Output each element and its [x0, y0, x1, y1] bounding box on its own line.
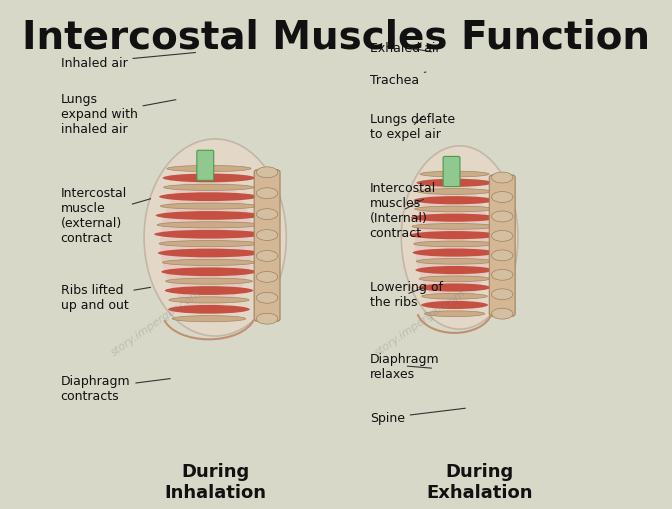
- Ellipse shape: [257, 272, 278, 282]
- Ellipse shape: [257, 314, 278, 324]
- Text: Intercostal
muscle
(external)
contract: Intercostal muscle (external) contract: [60, 187, 151, 245]
- Ellipse shape: [491, 308, 513, 320]
- Ellipse shape: [422, 294, 487, 299]
- Ellipse shape: [420, 172, 489, 178]
- Text: story.impergar.com: story.impergar.com: [373, 287, 468, 357]
- Text: Trachea: Trachea: [370, 73, 426, 87]
- Ellipse shape: [167, 166, 251, 172]
- Text: Intercostal Muscles Function: Intercostal Muscles Function: [22, 19, 650, 56]
- Ellipse shape: [159, 193, 259, 202]
- Ellipse shape: [417, 259, 493, 265]
- Text: Lungs
expand with
inhaled air: Lungs expand with inhaled air: [60, 93, 176, 136]
- Ellipse shape: [156, 212, 262, 220]
- Text: During
Inhalation: During Inhalation: [164, 462, 266, 501]
- Ellipse shape: [172, 316, 246, 322]
- Ellipse shape: [419, 276, 490, 282]
- Ellipse shape: [412, 224, 497, 230]
- Ellipse shape: [155, 231, 263, 239]
- Ellipse shape: [165, 278, 252, 285]
- Ellipse shape: [257, 293, 278, 303]
- Ellipse shape: [165, 287, 253, 295]
- Ellipse shape: [164, 185, 254, 191]
- Ellipse shape: [491, 250, 513, 261]
- Ellipse shape: [161, 204, 257, 210]
- Ellipse shape: [257, 167, 278, 178]
- Ellipse shape: [411, 214, 499, 222]
- Text: Inhaled air: Inhaled air: [60, 53, 196, 70]
- Ellipse shape: [491, 212, 513, 222]
- Ellipse shape: [414, 197, 495, 205]
- Ellipse shape: [421, 301, 488, 309]
- Ellipse shape: [161, 268, 257, 276]
- Ellipse shape: [491, 231, 513, 242]
- Text: Lungs deflate
to expel air: Lungs deflate to expel air: [370, 113, 455, 141]
- Text: Intercostal
muscles
(Internal)
contract: Intercostal muscles (Internal) contract: [370, 182, 436, 240]
- Ellipse shape: [168, 305, 250, 314]
- FancyBboxPatch shape: [254, 171, 280, 322]
- Ellipse shape: [144, 139, 286, 336]
- Text: Diaphragm
contracts: Diaphragm contracts: [60, 375, 170, 402]
- Ellipse shape: [417, 179, 493, 187]
- Ellipse shape: [257, 209, 278, 220]
- Text: Exhaled air: Exhaled air: [370, 42, 440, 54]
- Ellipse shape: [160, 176, 253, 310]
- Ellipse shape: [414, 241, 495, 247]
- Ellipse shape: [257, 230, 278, 241]
- FancyBboxPatch shape: [489, 176, 515, 317]
- Ellipse shape: [158, 249, 260, 258]
- Ellipse shape: [418, 284, 491, 292]
- Ellipse shape: [491, 192, 513, 203]
- Ellipse shape: [257, 251, 278, 262]
- Ellipse shape: [415, 180, 491, 306]
- Ellipse shape: [410, 232, 499, 240]
- Ellipse shape: [169, 297, 249, 303]
- Ellipse shape: [401, 147, 518, 329]
- Text: Diaphragm
relaxes: Diaphragm relaxes: [370, 352, 439, 380]
- Ellipse shape: [157, 222, 261, 229]
- Text: During
Exhalation: During Exhalation: [426, 462, 533, 501]
- Ellipse shape: [413, 249, 497, 257]
- Ellipse shape: [415, 266, 494, 274]
- Ellipse shape: [163, 260, 255, 266]
- Ellipse shape: [425, 311, 485, 317]
- Ellipse shape: [417, 189, 492, 195]
- Ellipse shape: [491, 270, 513, 280]
- Ellipse shape: [491, 289, 513, 300]
- Ellipse shape: [415, 207, 495, 212]
- Text: Ribs lifted
up and out: Ribs lifted up and out: [60, 283, 151, 311]
- Ellipse shape: [491, 173, 513, 184]
- Ellipse shape: [163, 174, 255, 183]
- FancyBboxPatch shape: [443, 157, 460, 187]
- Ellipse shape: [159, 241, 259, 247]
- Text: Spine: Spine: [370, 408, 465, 425]
- Text: story.impergar.com: story.impergar.com: [109, 287, 204, 357]
- FancyBboxPatch shape: [197, 151, 214, 181]
- Text: Lowering of
the ribs: Lowering of the ribs: [370, 281, 443, 308]
- Ellipse shape: [257, 188, 278, 199]
